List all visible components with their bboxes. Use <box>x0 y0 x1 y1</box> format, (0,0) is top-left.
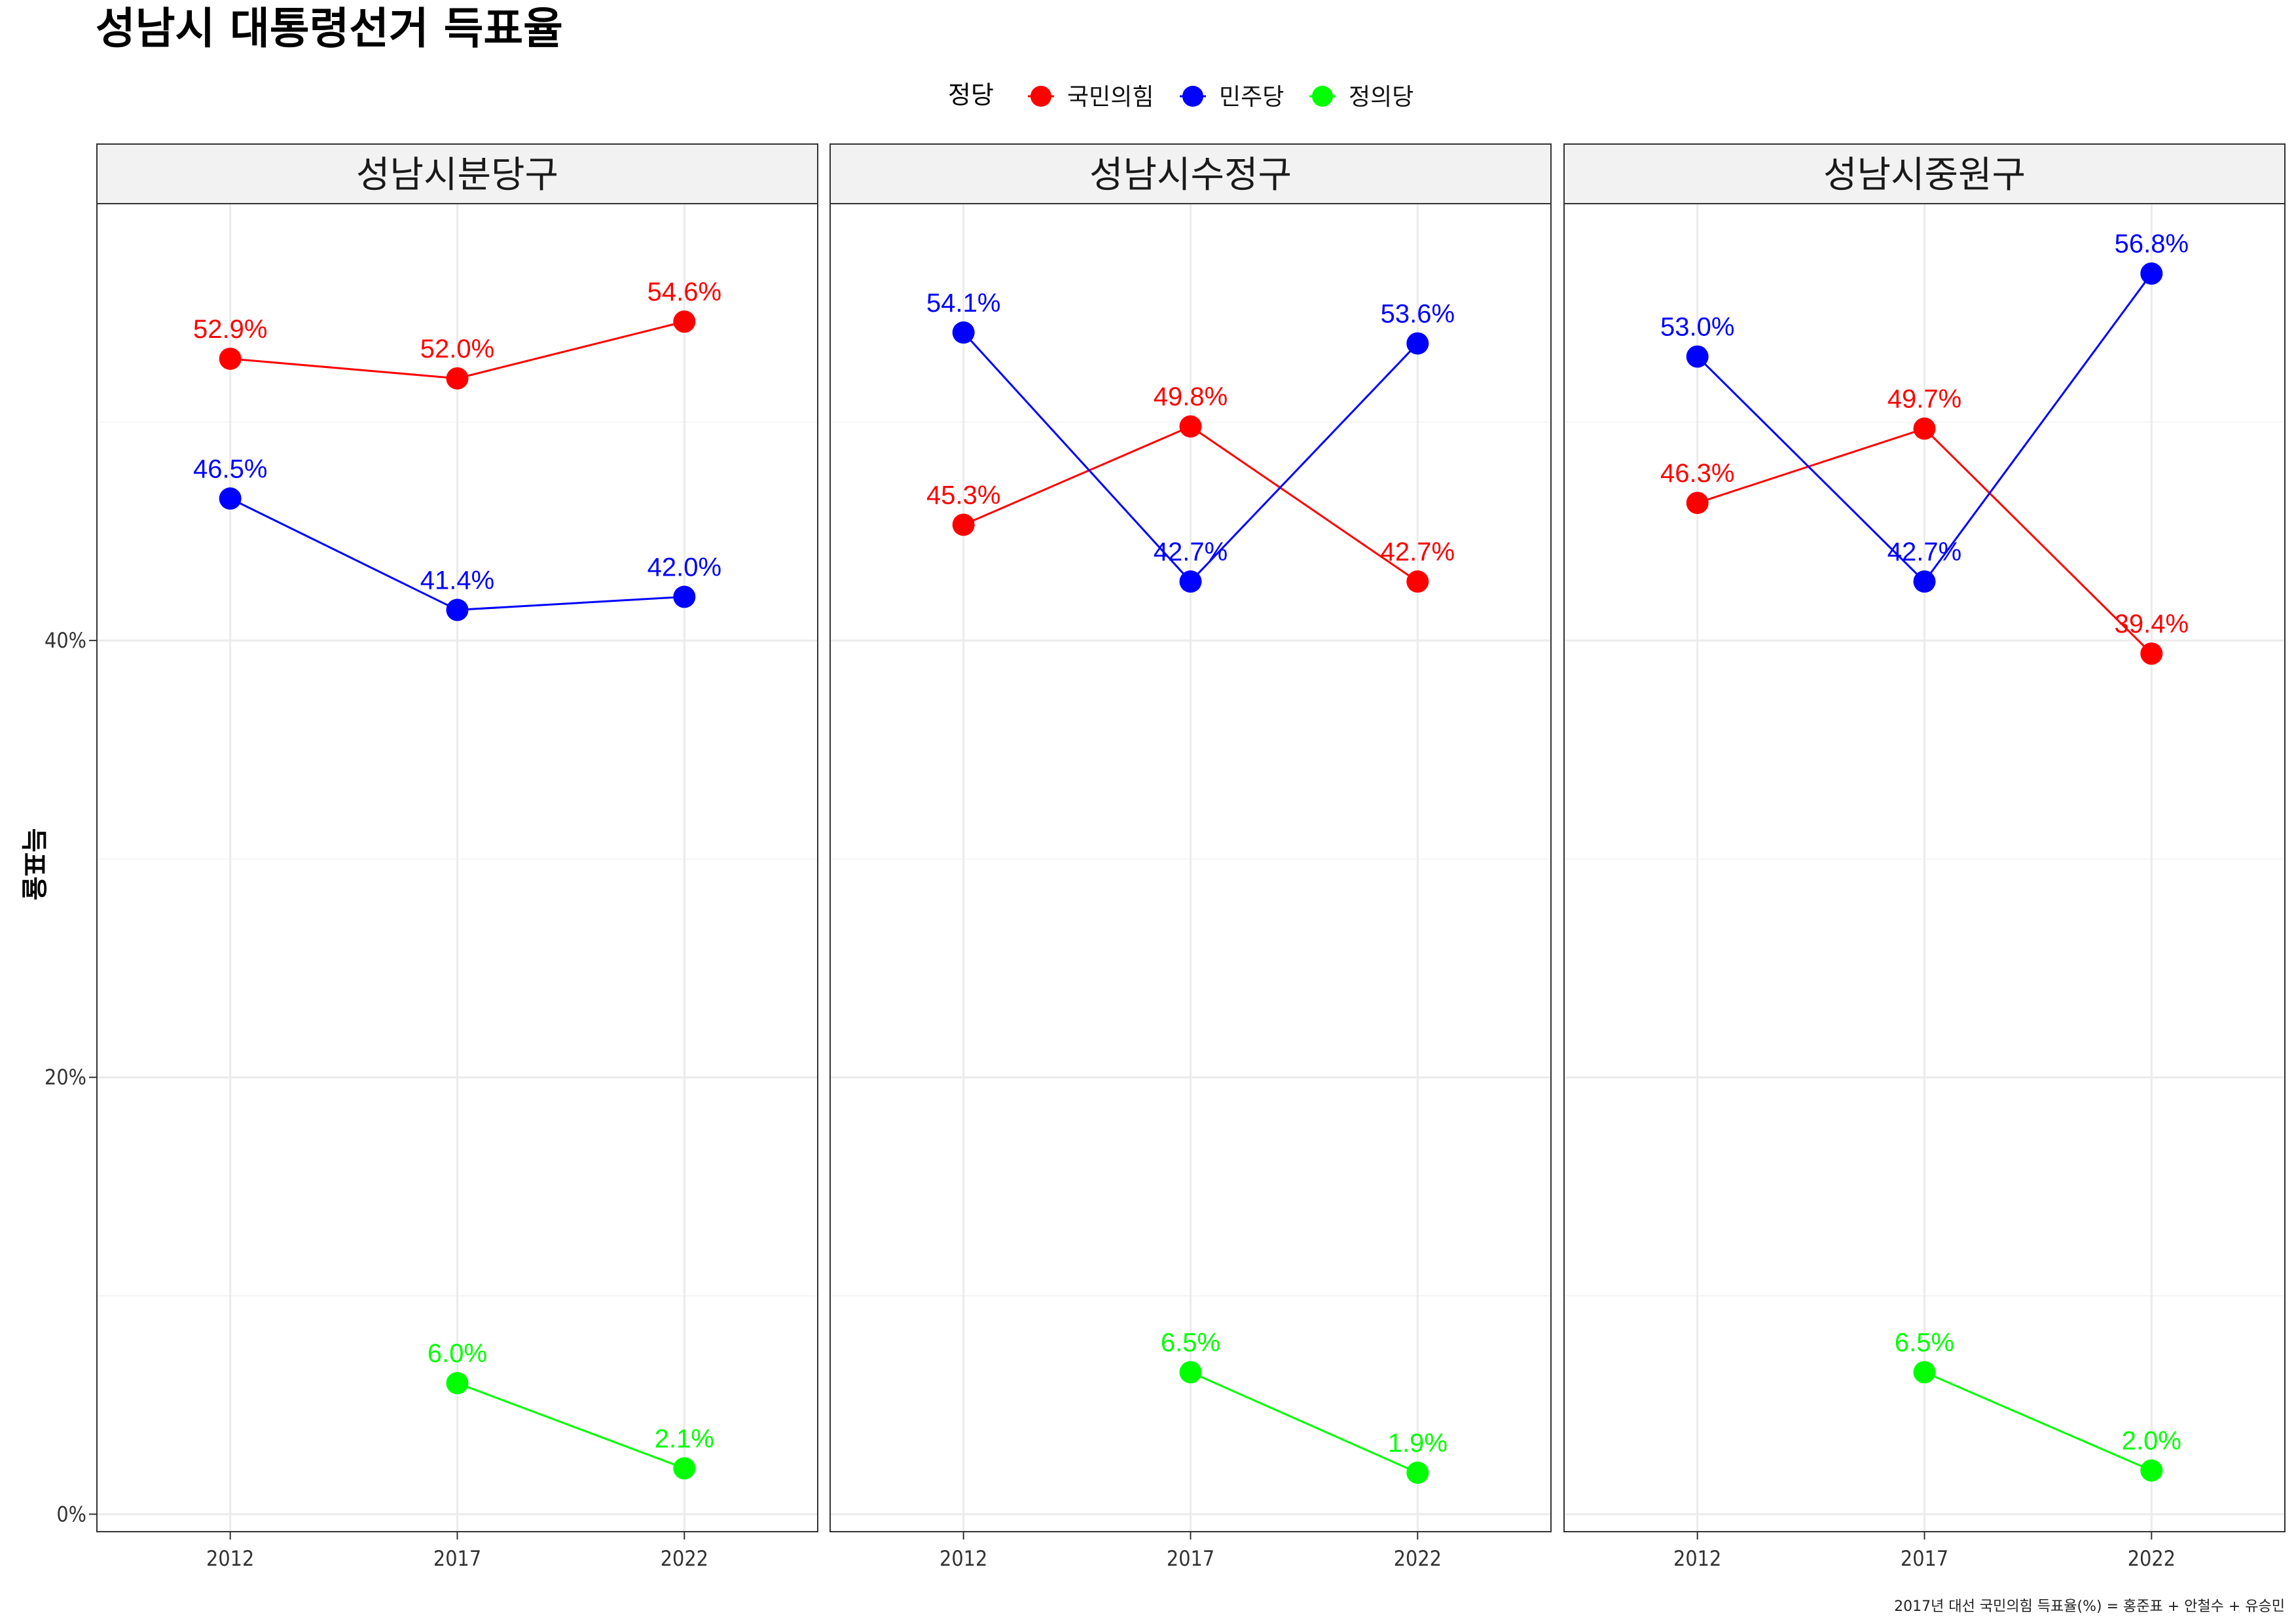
facet-panel: 성남시수정구 45.3% 49.8% 42.7% 54.1% 42.7% 53.6% 6.5%… <box>829 143 1552 1571</box>
data-label: 46.3% <box>1660 459 1734 488</box>
x-tick-label: 2017 <box>433 1546 481 1571</box>
data-point <box>673 1457 696 1480</box>
data-point <box>673 310 696 333</box>
legend: 정당 국민의힘 민주당 정의당 <box>948 81 1413 111</box>
data-point <box>1406 332 1429 355</box>
data-point <box>1179 1361 1202 1384</box>
legend-entry-label: 국민의힘 <box>1067 84 1154 111</box>
data-point <box>1913 417 1936 440</box>
data-label: 56.8% <box>2115 230 2189 259</box>
data-point <box>2140 642 2163 665</box>
data-point <box>446 367 469 390</box>
caption: 2017년 대선 국민의힘 득표율(%) = 홍준표 + 안철수 + 유승민 <box>1894 1598 2285 1615</box>
facet-panel: 성남시중원구 46.3% 49.7% 39.4% 53.0% 42.7% 56.8% 6.5%… <box>1563 143 2286 1571</box>
data-label: 6.0% <box>428 1339 487 1368</box>
data-label: 41.4% <box>420 566 494 595</box>
series-line <box>1190 1371 1418 1474</box>
data-point <box>446 1372 469 1395</box>
data-label: 54.1% <box>926 289 1000 318</box>
data-label: 45.3% <box>926 481 1000 509</box>
facet-panels: 성남시분당구 52.9% 52.0% 54.6% 46.5% 41.4% 42.0% 6.0%… <box>45 143 2286 1571</box>
data-point <box>1179 415 1202 438</box>
data-label: 2.1% <box>655 1424 714 1453</box>
data-label: 46.5% <box>193 454 267 483</box>
data-label: 49.8% <box>1154 382 1228 411</box>
data-label: 53.6% <box>1381 299 1455 328</box>
data-point <box>1913 1361 1936 1384</box>
facet-strip-label: 성남시분당구 <box>356 154 558 196</box>
legend-entry-label: 정의당 <box>1349 84 1413 111</box>
facet-strip <box>1563 143 2286 204</box>
data-point <box>219 487 242 510</box>
x-tick-label: 2022 <box>1394 1546 1442 1571</box>
data-point <box>219 347 242 370</box>
data-point <box>673 585 696 608</box>
data-label: 52.9% <box>193 315 267 344</box>
legend-entry-label: 민주당 <box>1219 84 1284 111</box>
x-tick-label: 2017 <box>1901 1546 1948 1571</box>
legend-key-point <box>1182 86 1203 107</box>
data-label: 6.5% <box>1895 1329 1954 1357</box>
x-tick-label: 2022 <box>661 1546 708 1571</box>
series-line <box>1923 1371 2152 1471</box>
data-label: 1.9% <box>1388 1429 1448 1458</box>
legend-title: 정당 <box>948 81 994 109</box>
data-label: 54.6% <box>647 278 721 306</box>
data-point <box>2140 1459 2163 1482</box>
x-tick-label: 2012 <box>206 1546 254 1571</box>
facet-strip-label: 성남시수정구 <box>1089 154 1292 196</box>
data-label: 49.7% <box>1887 385 1961 414</box>
data-label: 53.0% <box>1660 312 1734 341</box>
facet-strip-label: 성남시중원구 <box>1823 154 2026 196</box>
x-tick-label: 2012 <box>1673 1546 1721 1571</box>
y-axis-title: 득표율 <box>18 828 48 900</box>
data-label: 39.4% <box>2115 610 2189 638</box>
data-label: 52.0% <box>420 335 494 363</box>
data-point <box>1686 345 1709 368</box>
data-label: 2.0% <box>2122 1427 2181 1456</box>
data-label: 6.5% <box>1161 1329 1220 1357</box>
y-tick-label: 0% <box>56 1502 86 1526</box>
data-point <box>1406 570 1429 593</box>
data-label: 42.7% <box>1154 538 1228 566</box>
data-point <box>1913 570 1936 593</box>
facet-strip <box>829 143 1552 204</box>
data-label: 42.7% <box>1381 538 1455 566</box>
series-line <box>456 1382 685 1469</box>
facet-panel: 성남시분당구 52.9% 52.0% 54.6% 46.5% 41.4% 42.0% 6.0%… <box>96 143 818 1571</box>
legend-key-point <box>1030 86 1051 107</box>
data-label: 42.7% <box>1887 538 1961 566</box>
facet-strip <box>96 143 818 204</box>
data-point <box>1406 1461 1429 1484</box>
data-label: 42.0% <box>647 553 721 581</box>
data-point <box>2140 262 2163 285</box>
data-point <box>952 513 975 536</box>
x-tick-label: 2017 <box>1167 1546 1214 1571</box>
y-axis: 0% 20% 40% <box>45 628 97 1526</box>
y-tick-label: 20% <box>45 1065 86 1090</box>
data-point <box>446 599 469 621</box>
data-point <box>952 321 975 344</box>
data-point <box>1179 570 1202 593</box>
x-tick-label: 2022 <box>2128 1546 2176 1571</box>
y-tick-label: 40% <box>45 628 86 653</box>
legend-key-point <box>1312 86 1333 107</box>
x-tick-label: 2012 <box>939 1546 987 1571</box>
data-point <box>1686 491 1709 514</box>
chart-title: 성남시 대통령선거 득표율 <box>96 3 563 54</box>
